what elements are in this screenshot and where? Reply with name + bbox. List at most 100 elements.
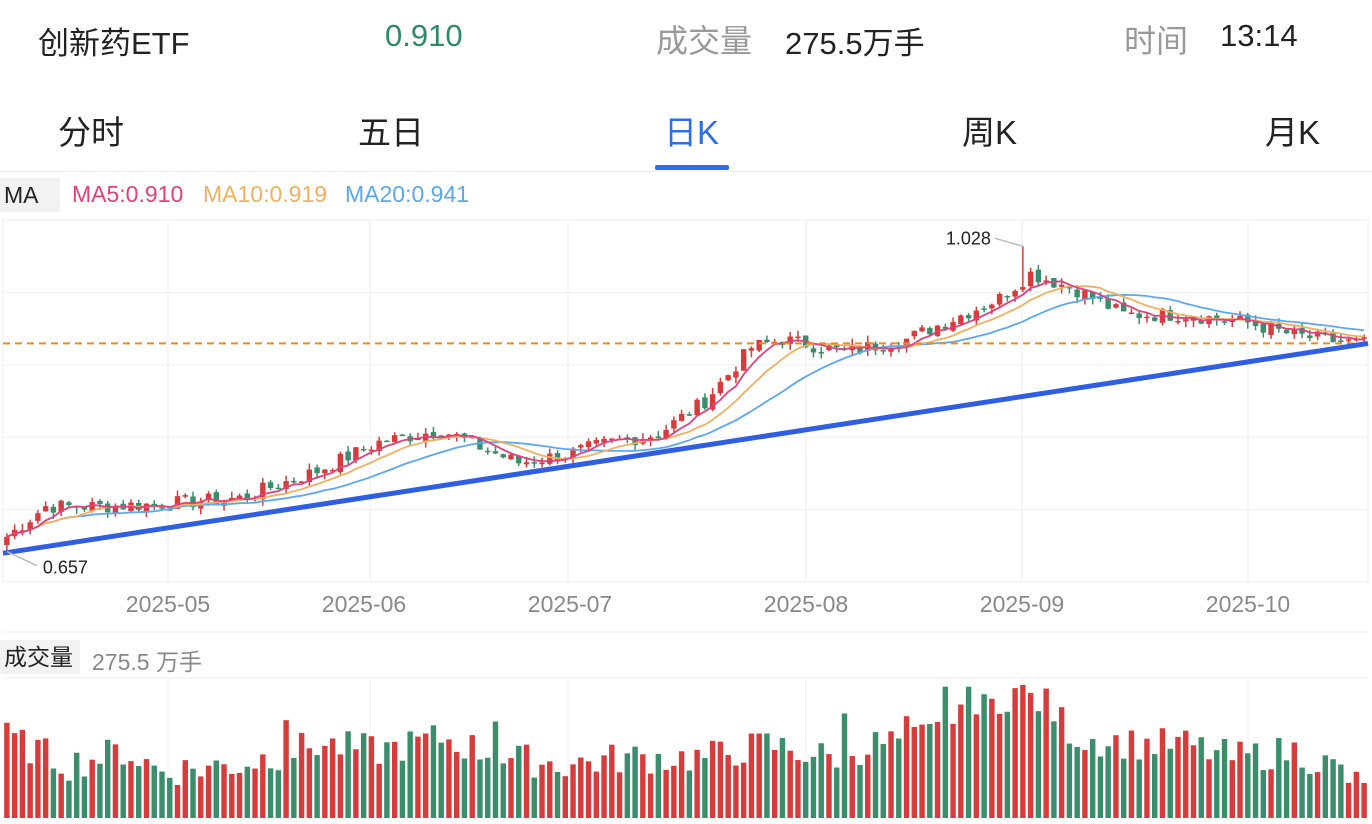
volume-bar bbox=[849, 756, 855, 818]
candle-body bbox=[1221, 321, 1228, 323]
candle-body bbox=[221, 500, 227, 506]
candle-body bbox=[368, 449, 375, 452]
candle-body bbox=[593, 439, 600, 444]
volume-bar bbox=[709, 740, 716, 818]
volume-bar bbox=[477, 759, 483, 818]
candle-body bbox=[97, 500, 103, 504]
volume-bar bbox=[632, 746, 638, 818]
volume-bar bbox=[407, 731, 413, 818]
volume-bar bbox=[1175, 736, 1181, 818]
volume-bar bbox=[1198, 737, 1204, 818]
volume-bar bbox=[740, 762, 747, 818]
candle-body bbox=[880, 350, 886, 352]
volume-bar bbox=[1361, 782, 1367, 818]
volume-bar bbox=[1043, 688, 1049, 818]
tab-intraday[interactable]: 分时 bbox=[58, 114, 124, 151]
candle-body bbox=[1105, 298, 1111, 309]
candle-body bbox=[531, 462, 537, 464]
volume-bar bbox=[958, 704, 964, 818]
x-axis-labels: 2025-05 2025-06 2025-07 2025-08 2025-09 2025-… bbox=[126, 591, 1290, 617]
volume-bar bbox=[547, 761, 553, 818]
volume-bar bbox=[1027, 692, 1034, 818]
volume-bar bbox=[267, 768, 274, 818]
ma5-line bbox=[6, 280, 1365, 538]
candle-body bbox=[694, 399, 700, 416]
volume-bar bbox=[1183, 730, 1189, 818]
volume-bar bbox=[834, 767, 840, 818]
trendline bbox=[2, 340, 1369, 556]
x-tick-label: 2025-07 bbox=[528, 591, 612, 617]
volume-bar bbox=[609, 744, 615, 818]
candle-body bbox=[1252, 321, 1259, 327]
candle-body bbox=[298, 481, 305, 483]
volume-bar bbox=[934, 721, 941, 818]
tab-monthly-k[interactable]: 月K bbox=[1265, 114, 1321, 151]
candle-body bbox=[810, 348, 817, 353]
volume-bar bbox=[888, 731, 894, 818]
volume-bar bbox=[167, 777, 173, 818]
candle-body bbox=[1268, 323, 1274, 335]
volume-bar bbox=[1020, 685, 1026, 818]
volume-bar bbox=[1283, 760, 1290, 818]
volume-bar bbox=[1128, 730, 1135, 818]
volume-bar bbox=[58, 773, 64, 818]
candle-body bbox=[1245, 314, 1251, 323]
candle-body bbox=[927, 328, 933, 335]
candle-body bbox=[1152, 317, 1158, 321]
candle-body bbox=[384, 440, 390, 443]
volume-bar bbox=[764, 733, 770, 818]
active-tab-indicator bbox=[655, 165, 729, 170]
volume-bar bbox=[678, 751, 685, 818]
candle-body bbox=[1190, 318, 1197, 321]
volume-bar bbox=[973, 714, 980, 818]
candle-body bbox=[27, 522, 33, 530]
high-label: 1.028 bbox=[946, 228, 991, 248]
volume-bar bbox=[120, 764, 126, 818]
ma-selector[interactable]: MA bbox=[0, 178, 60, 212]
candle-body bbox=[283, 481, 289, 490]
volume-bar bbox=[965, 686, 972, 818]
quote-header: 创新药ETF 0.910 成交量 275.5万手 时间 13:14 bbox=[0, 0, 1372, 78]
candle-body bbox=[516, 455, 522, 464]
volume-bar bbox=[989, 698, 995, 818]
volume-bar bbox=[562, 776, 569, 818]
candle-body bbox=[818, 352, 824, 354]
volume-bar bbox=[469, 735, 475, 818]
candle-body bbox=[989, 304, 995, 309]
candle-body bbox=[1027, 271, 1034, 287]
volume-bar bbox=[174, 784, 181, 818]
candle-body bbox=[1314, 331, 1321, 337]
candle-body bbox=[1361, 337, 1367, 339]
candle-body bbox=[965, 315, 972, 319]
volume-bar bbox=[1245, 753, 1251, 818]
ma10-line bbox=[6, 285, 1365, 538]
volume-bar bbox=[35, 739, 41, 818]
candle-body bbox=[919, 327, 925, 332]
candle-body bbox=[1051, 278, 1057, 288]
volume-bar bbox=[1012, 688, 1018, 818]
volume-bar bbox=[717, 741, 724, 818]
candle-body bbox=[1183, 319, 1189, 322]
volume-bar bbox=[771, 749, 778, 818]
volume-legend: 成交量 275.5 万手 bbox=[0, 638, 1372, 675]
candle-body bbox=[1043, 280, 1049, 282]
volume-bar bbox=[702, 757, 708, 818]
tab-daily-k[interactable]: 日K bbox=[664, 114, 720, 151]
tab-five-day[interactable]: 五日 bbox=[358, 114, 424, 151]
candle-body bbox=[1260, 323, 1267, 333]
candle-body bbox=[430, 431, 437, 438]
candle-body bbox=[1113, 304, 1119, 308]
chart-grid bbox=[2, 219, 1369, 583]
candle-body bbox=[236, 495, 243, 499]
volume-bar bbox=[89, 759, 95, 818]
candle-body bbox=[795, 336, 801, 339]
candle-body bbox=[834, 344, 840, 348]
volume-bar bbox=[453, 751, 460, 818]
tab-weekly-k[interactable]: 周K bbox=[962, 114, 1018, 151]
candle-body bbox=[1338, 340, 1344, 343]
volume-selector[interactable]: 成交量 bbox=[0, 640, 80, 674]
volume-bar bbox=[492, 721, 499, 818]
candle-body bbox=[213, 492, 219, 505]
volume-bar bbox=[337, 754, 344, 818]
